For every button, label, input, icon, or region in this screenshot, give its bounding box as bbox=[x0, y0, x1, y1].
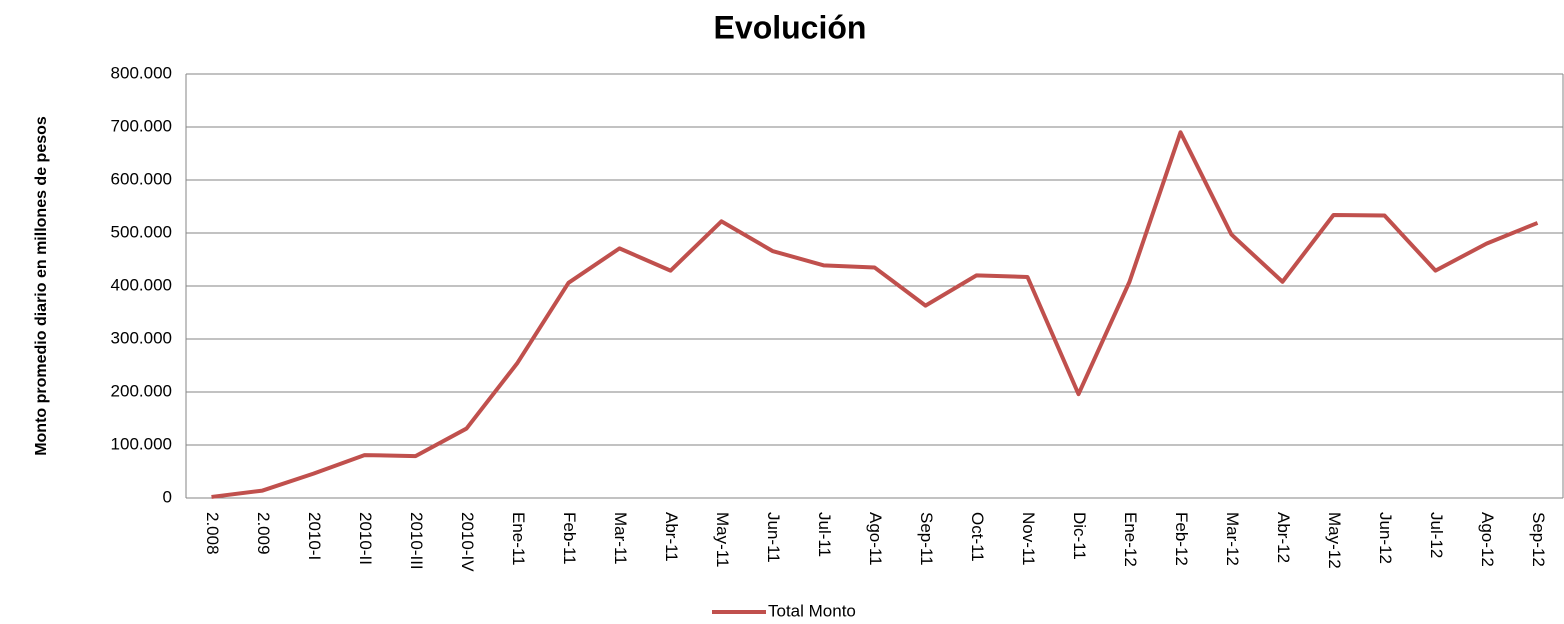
x-tick-label: Ene-11 bbox=[509, 512, 528, 566]
chart-title: Evolución bbox=[714, 9, 867, 45]
y-tick-label: 800.000 bbox=[111, 63, 172, 82]
x-tick-label: Nov-11 bbox=[1019, 512, 1038, 566]
y-tick-label: 500.000 bbox=[111, 222, 172, 241]
x-tick-label: Mar-12 bbox=[1223, 512, 1242, 566]
x-tick-label: Sep-11 bbox=[917, 512, 936, 566]
y-tick-label: 400.000 bbox=[111, 275, 172, 294]
x-tick-label: 2010-III bbox=[407, 512, 426, 570]
x-tick-label: May-11 bbox=[713, 512, 732, 567]
x-tick-label: Ago-12 bbox=[1478, 512, 1497, 567]
y-axis-label: Monto promedio diario en millones de pes… bbox=[33, 116, 50, 456]
x-tick-label: Mar-11 bbox=[611, 512, 630, 565]
x-tick-label: 2010-I bbox=[305, 512, 324, 560]
x-tick-label: Abr-11 bbox=[662, 512, 681, 562]
y-tick-label: 0 bbox=[163, 487, 172, 506]
y-tick-label: 300.000 bbox=[111, 328, 172, 347]
x-tick-label: 2010-II bbox=[356, 512, 375, 565]
x-tick-label: Ago-11 bbox=[866, 512, 885, 566]
x-tick-label: Jul-11 bbox=[815, 512, 834, 557]
x-tick-label: Abr-12 bbox=[1274, 512, 1293, 563]
x-tick-label: Jun-11 bbox=[764, 512, 783, 563]
x-tick-label: Feb-11 bbox=[560, 512, 579, 565]
x-tick-label: 2.009 bbox=[254, 512, 273, 555]
x-tick-label: Feb-12 bbox=[1172, 512, 1191, 566]
x-tick-label: Sep-12 bbox=[1529, 512, 1548, 567]
x-tick-label: Ene-12 bbox=[1121, 512, 1140, 567]
legend-label: Total Monto bbox=[768, 601, 856, 620]
x-tick-label: Dic-11 bbox=[1070, 512, 1089, 560]
y-tick-label: 600.000 bbox=[111, 169, 172, 188]
x-tick-label: May-12 bbox=[1325, 512, 1344, 569]
x-tick-label: Oct-11 bbox=[968, 512, 987, 562]
y-tick-label: 700.000 bbox=[111, 116, 172, 135]
y-tick-label: 200.000 bbox=[111, 381, 172, 400]
x-tick-label: Jul-12 bbox=[1427, 512, 1446, 558]
y-tick-label: 100.000 bbox=[111, 434, 172, 453]
x-tick-label: 2.008 bbox=[203, 512, 222, 555]
series-line bbox=[211, 130, 1539, 499]
x-tick-label: Jun-12 bbox=[1376, 512, 1395, 564]
x-tick-label: 2010-IV bbox=[458, 512, 477, 572]
